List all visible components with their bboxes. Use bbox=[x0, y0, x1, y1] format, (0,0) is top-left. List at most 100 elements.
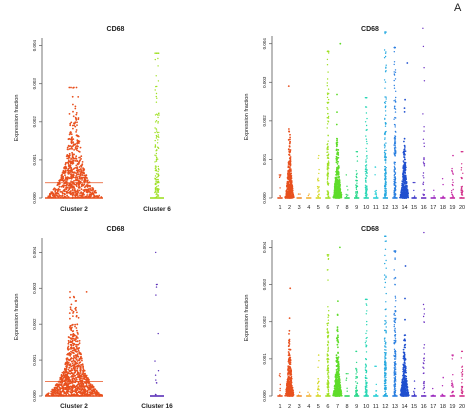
data-point bbox=[337, 341, 340, 344]
data-point bbox=[75, 119, 78, 121]
data-point bbox=[393, 190, 395, 192]
data-point bbox=[327, 169, 329, 171]
data-point bbox=[158, 181, 160, 184]
data-point bbox=[70, 190, 72, 192]
data-point bbox=[288, 391, 291, 394]
data-point bbox=[327, 348, 329, 350]
data-point bbox=[405, 182, 408, 185]
series-points-9 bbox=[353, 151, 360, 199]
data-point bbox=[87, 188, 90, 191]
data-point bbox=[76, 179, 78, 182]
data-point bbox=[422, 193, 424, 195]
data-point bbox=[56, 195, 59, 198]
data-point bbox=[78, 362, 81, 364]
data-point bbox=[327, 330, 329, 332]
data-point bbox=[154, 114, 157, 116]
data-point bbox=[328, 376, 330, 378]
y-tick-label: 0.003 bbox=[262, 76, 267, 88]
data-point bbox=[79, 380, 81, 383]
data-point bbox=[462, 172, 464, 174]
data-point bbox=[88, 381, 91, 383]
data-point bbox=[70, 347, 73, 350]
data-point bbox=[365, 195, 368, 197]
data-point bbox=[402, 348, 405, 351]
data-point bbox=[60, 376, 63, 378]
data-point bbox=[289, 382, 292, 385]
data-point bbox=[285, 388, 288, 391]
data-point bbox=[155, 134, 158, 137]
data-point bbox=[291, 387, 294, 389]
data-point bbox=[384, 286, 386, 288]
data-point bbox=[74, 157, 77, 160]
data-point bbox=[59, 376, 62, 379]
data-point bbox=[76, 176, 79, 179]
data-point bbox=[317, 393, 319, 396]
data-point bbox=[333, 189, 336, 192]
data-point bbox=[328, 92, 330, 95]
data-point bbox=[82, 368, 85, 371]
data-point bbox=[318, 360, 320, 362]
data-point bbox=[413, 197, 416, 199]
data-point bbox=[75, 354, 77, 357]
data-point bbox=[326, 149, 328, 151]
data-point bbox=[65, 362, 68, 365]
data-point bbox=[86, 378, 88, 380]
data-point bbox=[70, 341, 72, 343]
data-point bbox=[79, 174, 82, 177]
data-point bbox=[316, 185, 319, 188]
data-point bbox=[64, 386, 67, 389]
data-point bbox=[401, 391, 404, 393]
data-point bbox=[347, 189, 349, 191]
data-point bbox=[279, 394, 281, 396]
data-point bbox=[156, 114, 159, 116]
data-point bbox=[71, 154, 74, 157]
data-point bbox=[154, 165, 157, 167]
data-point bbox=[394, 284, 396, 286]
data-point bbox=[394, 182, 396, 184]
data-point bbox=[327, 365, 329, 367]
data-point bbox=[73, 296, 76, 299]
data-point bbox=[74, 370, 77, 373]
data-point bbox=[62, 184, 65, 187]
data-point bbox=[71, 136, 73, 139]
data-point bbox=[327, 116, 329, 119]
data-point bbox=[327, 171, 329, 173]
data-point bbox=[70, 187, 72, 189]
data-point bbox=[384, 356, 386, 358]
data-point bbox=[393, 312, 395, 315]
data-point bbox=[50, 192, 53, 195]
data-point bbox=[385, 349, 387, 351]
data-point bbox=[59, 381, 62, 384]
data-point bbox=[335, 196, 337, 198]
y-tick-label: 0.004 bbox=[32, 246, 37, 258]
data-point bbox=[402, 186, 404, 189]
data-point bbox=[75, 309, 77, 311]
data-point bbox=[76, 140, 79, 143]
data-point bbox=[326, 382, 329, 384]
data-point bbox=[394, 164, 396, 166]
data-point bbox=[154, 127, 156, 129]
data-point bbox=[317, 381, 319, 384]
x-tick-label: 10 bbox=[363, 404, 369, 410]
data-point bbox=[337, 363, 340, 366]
data-point bbox=[356, 190, 358, 193]
data-point bbox=[384, 87, 386, 89]
data-point bbox=[403, 156, 406, 159]
x-tick-label: 7 bbox=[336, 404, 339, 410]
data-point bbox=[336, 370, 339, 373]
data-point bbox=[287, 178, 290, 181]
data-point bbox=[278, 374, 281, 376]
data-point bbox=[72, 355, 75, 357]
data-point bbox=[326, 101, 328, 104]
data-point bbox=[366, 384, 368, 387]
data-point bbox=[375, 395, 377, 397]
data-point bbox=[384, 132, 386, 134]
data-point bbox=[76, 387, 79, 390]
data-point bbox=[63, 188, 66, 191]
data-point bbox=[70, 160, 72, 163]
data-point bbox=[356, 172, 358, 175]
data-point bbox=[365, 351, 368, 353]
data-point bbox=[71, 196, 74, 199]
data-point bbox=[61, 173, 63, 176]
data-point bbox=[84, 388, 87, 391]
